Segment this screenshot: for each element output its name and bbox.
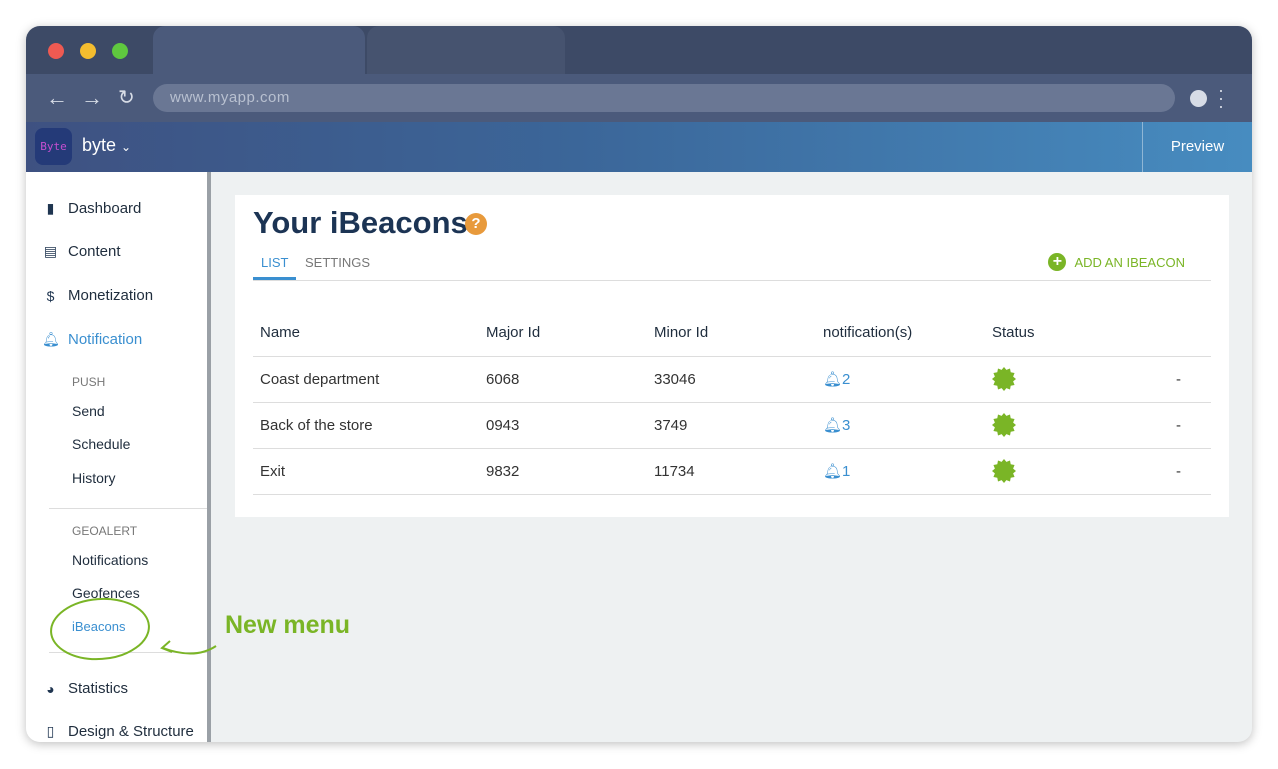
sidebar-item-label: Design & Structure <box>68 723 194 740</box>
browser-tab-active[interactable] <box>153 26 365 74</box>
sidebar-item-dashboard[interactable]: ▮ Dashboard <box>42 200 142 217</box>
column-header-status: Status <box>985 310 1146 357</box>
cell-status <box>985 402 1146 449</box>
cell-minor: 3749 <box>647 402 816 449</box>
sidebar-subitem-history[interactable]: History <box>72 470 116 486</box>
app-header: Byte byte ⌄ Preview <box>26 122 1252 172</box>
cell-extra: - <box>1146 356 1211 403</box>
cell-major: 0943 <box>479 402 647 449</box>
cell-extra: - <box>1146 448 1211 495</box>
ibeacons-table: Name Major Id Minor Id notification(s) S… <box>253 310 1211 495</box>
bell-icon: 🔔︎ <box>42 331 60 347</box>
sidebar-subitem-schedule[interactable]: Schedule <box>72 436 131 452</box>
add-ibeacon-label: ADD AN IBEACON <box>1074 254 1185 270</box>
sidebar-item-label: Notification <box>68 331 143 348</box>
notification-count: 1 <box>842 463 851 480</box>
app-switcher[interactable]: byte ⌄ <box>82 135 131 156</box>
push-section-header: PUSH <box>72 375 106 389</box>
tab-settings[interactable]: SETTINGS <box>305 255 371 270</box>
cell-notifications[interactable]: 🔔︎1 <box>816 448 985 495</box>
arrow-head <box>160 640 173 653</box>
ibeacons-card: Your iBeacons ? LIST SETTINGS + ADD AN IB… <box>235 195 1229 517</box>
brand-name: byte <box>82 135 117 155</box>
cell-extra: - <box>1146 402 1211 449</box>
cell-status <box>985 448 1146 495</box>
table-row[interactable]: Exit 9832 11734 🔔︎1 - <box>253 448 1211 495</box>
add-ibeacon-button[interactable]: + ADD AN IBEACON <box>1048 253 1185 271</box>
forward-arrow-icon[interactable]: → <box>81 85 103 110</box>
document-icon: ▤ <box>43 243 58 259</box>
cell-major: 9832 <box>479 448 647 495</box>
phone-icon: ▯ <box>46 723 55 739</box>
sidebar-item-label: Content <box>68 243 121 260</box>
bell-icon: 🔔︎ <box>823 371 843 388</box>
annotation-label: New menu <box>225 611 351 639</box>
divider <box>49 508 207 509</box>
notification-count: 2 <box>842 371 851 388</box>
bell-icon: 🔔︎ <box>823 417 843 434</box>
cell-name: Back of the store <box>253 402 479 449</box>
maximize-window-button[interactable] <box>112 43 128 59</box>
sidebar-item-label: Statistics <box>68 680 129 697</box>
url-input[interactable]: www.myapp.com <box>153 84 1175 112</box>
bell-icon: 🔔︎ <box>823 463 843 480</box>
chevron-down-icon: ⌄ <box>121 140 132 154</box>
column-header-extra <box>1146 310 1211 357</box>
dollar-icon: $ <box>46 287 55 304</box>
sidebar-subitem-send[interactable]: Send <box>72 403 105 419</box>
notification-count: 3 <box>842 417 851 434</box>
reload-icon[interactable]: ↻ <box>118 87 135 109</box>
minimize-window-button[interactable] <box>80 43 96 59</box>
tab-bar: LIST SETTINGS + ADD AN IBEACON <box>253 253 1211 281</box>
sidebar-subitem-notifications[interactable]: Notifications <box>72 552 149 568</box>
sidebar-item-notification[interactable]: 🔔︎ Notification <box>42 331 142 348</box>
bar-chart-icon: ▮ <box>46 200 55 216</box>
cell-notifications[interactable]: 🔔︎2 <box>816 356 985 403</box>
sidebar-item-statistics[interactable]: ◕ Statistics <box>42 680 128 697</box>
column-header-notifications: notification(s) <box>816 310 985 357</box>
kebab-menu-icon[interactable]: · · · <box>1218 80 1224 116</box>
column-header-minor: Minor Id <box>647 310 816 357</box>
back-arrow-icon[interactable]: ← <box>46 85 68 110</box>
geoalert-section-header: GEOALERT <box>72 524 138 538</box>
browser-tab[interactable] <box>367 26 565 74</box>
sidebar: ▮ Dashboard ▤ Content $ Monetization 🔔︎ Noti… <box>26 172 207 742</box>
table-row[interactable]: Back of the store 0943 3749 🔔︎3 - <box>253 402 1211 449</box>
sidebar-item-label: Monetization <box>68 287 154 304</box>
cell-notifications[interactable]: 🔔︎3 <box>816 402 985 449</box>
profile-icon[interactable] <box>1190 90 1207 107</box>
cell-major: 6068 <box>479 356 647 403</box>
sidebar-item-monetization[interactable]: $ Monetization <box>42 287 153 304</box>
plus-icon: + <box>1048 253 1067 271</box>
pie-chart-icon: ◕ <box>46 680 55 697</box>
cell-status <box>985 356 1146 403</box>
sidebar-item-label: Dashboard <box>68 200 142 217</box>
cell-name: Coast department <box>253 356 479 403</box>
address-bar-row: ← → ↻ www.myapp.com · · · <box>26 74 1252 122</box>
tab-bar <box>26 26 1252 74</box>
browser-window: ← → ↻ www.myapp.com · · · Byte byte ⌄ Prev… <box>26 26 1252 742</box>
column-header-name: Name <box>253 310 479 357</box>
close-window-button[interactable] <box>48 43 64 59</box>
tab-list[interactable]: LIST <box>253 255 297 280</box>
page-title: Your iBeacons <box>253 205 468 240</box>
app-logo: Byte <box>35 128 72 165</box>
sidebar-subitem-ibeacons[interactable]: iBeacons <box>72 619 126 634</box>
table-row[interactable]: Coast department 6068 33046 🔔︎2 - <box>253 356 1211 403</box>
sidebar-subitem-geofences[interactable]: Geofences <box>72 585 140 601</box>
highlight-ellipse <box>50 597 150 661</box>
column-header-major: Major Id <box>479 310 647 357</box>
cell-minor: 11734 <box>647 448 816 495</box>
cell-name: Exit <box>253 448 479 495</box>
sidebar-item-design-structure[interactable]: ▯ Design & Structure <box>42 723 194 740</box>
table-header: Name Major Id Minor Id notification(s) S… <box>253 310 1211 357</box>
preview-button[interactable]: Preview <box>1142 122 1252 172</box>
cell-minor: 33046 <box>647 356 816 403</box>
sidebar-item-content[interactable]: ▤ Content <box>42 243 121 260</box>
help-icon[interactable]: ? <box>465 213 487 235</box>
sidebar-scrollbar[interactable] <box>207 172 211 742</box>
